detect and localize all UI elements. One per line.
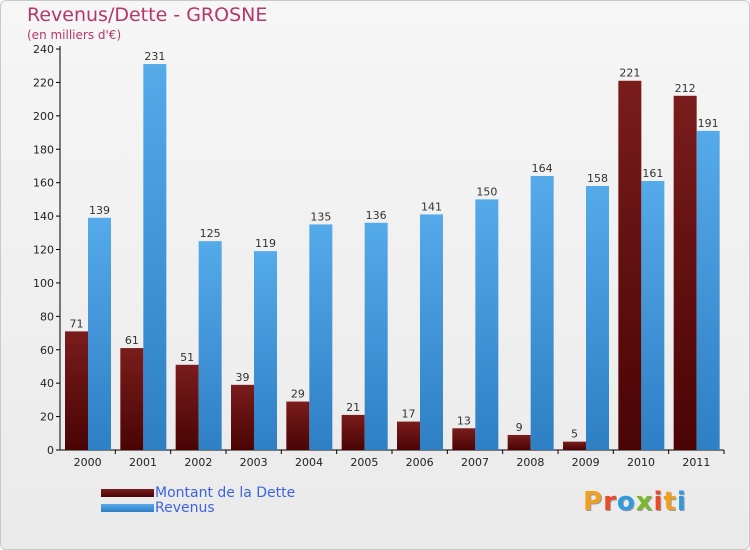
bar-revenue-2005 (364, 222, 388, 450)
bar-debt-2005 (341, 414, 365, 450)
bar-revenue-2003 (254, 251, 277, 450)
bar-revenue-2009 (586, 186, 609, 450)
x-tick-label: 2006 (406, 456, 434, 469)
legend-label-debt: Montant de la Dette (155, 485, 296, 501)
data-label-revenue-2002: 125 (200, 227, 221, 240)
bar-revenue-2006 (420, 214, 443, 450)
bar-revenue-2007 (475, 199, 499, 450)
bar-debt-2009 (563, 441, 586, 450)
y-tick-label: 20 (40, 411, 54, 424)
x-tick-label: 2010 (627, 456, 655, 469)
x-tick-label: 2000 (74, 456, 102, 469)
legend-label-revenue: Revenus (155, 500, 215, 516)
data-label-debt-2005: 21 (346, 401, 360, 414)
chart-subtitle: (en milliers d'€) (27, 28, 122, 42)
legend-swatch-revenue (101, 504, 154, 512)
x-tick-label: 2002 (184, 456, 212, 469)
data-label-debt-2006: 17 (402, 408, 416, 421)
x-tick-label: 2009 (572, 456, 600, 469)
y-tick-label: 200 (33, 110, 54, 123)
data-label-debt-2009: 5 (571, 428, 578, 441)
bar-debt-2011 (673, 95, 697, 451)
data-label-revenue-2010: 161 (642, 167, 663, 180)
data-label-revenue-2011: 191 (698, 117, 719, 130)
data-label-revenue-2004: 135 (310, 210, 331, 223)
x-tick-label: 2007 (461, 456, 489, 469)
bar-debt-2001 (120, 348, 144, 450)
bar-revenue-2000 (88, 217, 111, 450)
bar-debt-2010 (618, 80, 642, 450)
y-tick-label: 120 (33, 244, 54, 257)
bar-revenue-2011 (696, 130, 720, 450)
y-tick-label: 160 (33, 177, 54, 190)
data-label-revenue-2008: 164 (532, 162, 553, 175)
data-label-revenue-2001: 231 (144, 50, 165, 63)
bar-debt-2007 (452, 428, 476, 450)
y-tick-label: 80 (40, 310, 54, 323)
y-tick-label: 60 (40, 344, 54, 357)
y-tick-label: 100 (33, 277, 54, 290)
y-tick-label: 220 (33, 76, 54, 89)
data-label-debt-2003: 39 (236, 371, 250, 384)
data-label-debt-2001: 61 (125, 334, 139, 347)
bar-revenue-2004 (309, 224, 333, 450)
x-tick-label: 2005 (350, 456, 378, 469)
data-label-debt-2008: 9 (516, 421, 523, 434)
x-tick-label: 2001 (129, 456, 157, 469)
data-label-debt-2007: 13 (457, 414, 471, 427)
legend-swatch-debt (101, 489, 154, 497)
bar-debt-2006 (397, 421, 420, 450)
y-tick-label: 180 (33, 143, 54, 156)
proxiti-logo: Proxiti (583, 487, 687, 517)
y-tick-label: 0 (47, 444, 54, 457)
bar-revenue-2001 (143, 64, 167, 450)
data-label-revenue-2003: 119 (255, 237, 276, 250)
data-label-revenue-2007: 150 (476, 185, 497, 198)
chart-title: Revenus/Dette - GROSNE (27, 4, 268, 26)
bar-debt-2003 (231, 384, 254, 450)
x-tick-label: 2004 (295, 456, 323, 469)
data-label-debt-2000: 71 (70, 317, 84, 330)
bar-debt-2000 (65, 331, 88, 450)
data-label-debt-2002: 51 (180, 351, 194, 364)
x-tick-label: 2008 (516, 456, 544, 469)
x-tick-label: 2003 (240, 456, 268, 469)
data-label-revenue-2009: 158 (587, 172, 608, 185)
data-label-revenue-2006: 141 (421, 200, 442, 213)
y-tick-label: 40 (40, 377, 54, 390)
bar-debt-2008 (507, 434, 531, 450)
y-tick-label: 240 (33, 43, 54, 56)
data-label-debt-2010: 221 (619, 67, 640, 80)
bar-revenue-2008 (530, 175, 554, 450)
data-label-debt-2004: 29 (291, 388, 305, 401)
data-label-debt-2011: 212 (675, 82, 696, 95)
y-tick-label: 140 (33, 210, 54, 223)
x-tick-label: 2011 (682, 456, 710, 469)
bar-revenue-2002 (198, 241, 222, 450)
data-label-revenue-2000: 139 (89, 204, 110, 217)
data-label-revenue-2005: 136 (366, 209, 387, 222)
bar-debt-2002 (175, 364, 199, 450)
bar-revenue-2010 (641, 180, 665, 450)
bar-debt-2004 (286, 401, 310, 450)
